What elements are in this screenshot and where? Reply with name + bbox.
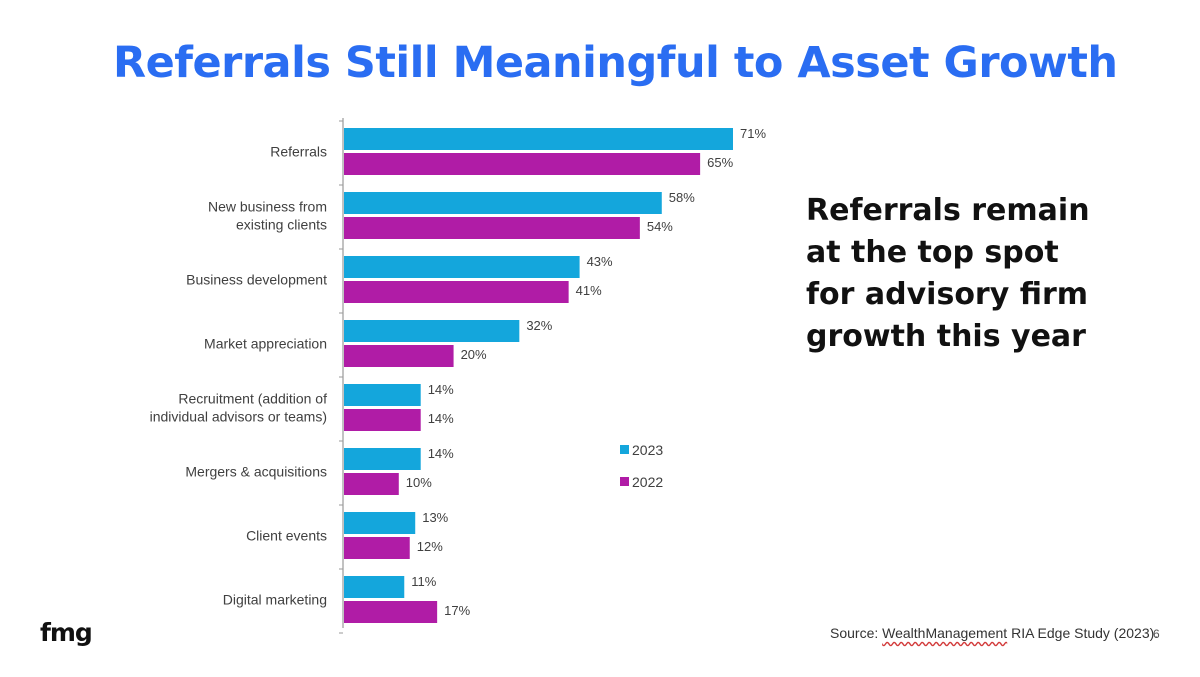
bar-2023: [344, 192, 662, 214]
data-label-2022: 17%: [444, 603, 470, 618]
source-link-text: WealthManagement: [882, 625, 1008, 641]
bar-2023: [344, 448, 421, 470]
data-label-2023: 14%: [428, 382, 454, 397]
source-prefix: Source:: [830, 625, 883, 641]
bar-2023: [344, 512, 416, 534]
bar-2022: [344, 281, 569, 303]
bar-2022: [344, 217, 640, 239]
bar-chart: Referrals 71% 65% New business from existing…: [150, 118, 766, 634]
page-number: 6: [1153, 627, 1160, 641]
category-label: New business from existing clients: [208, 199, 327, 233]
bar-2023: [344, 320, 520, 342]
bar-2023: [344, 576, 405, 598]
bar-2022: [344, 345, 454, 367]
category-label: Digital marketing: [223, 592, 327, 608]
data-label-2022: 10%: [406, 475, 432, 490]
category-label: Referrals: [270, 144, 327, 160]
data-label-2023: 13%: [422, 510, 448, 525]
legend-label-2022: 2022: [632, 474, 663, 490]
data-label-2023: 58%: [669, 190, 695, 205]
data-label-2023: 43%: [587, 254, 613, 269]
data-label-2022: 12%: [417, 539, 443, 554]
data-label-2022: 20%: [461, 347, 487, 362]
fmg-logo: fmg: [40, 618, 93, 647]
source-note: Source: WealthManagement RIA Edge Study …: [830, 625, 1158, 641]
bar-2023: [344, 384, 421, 406]
data-label-2022: 65%: [707, 155, 733, 170]
data-label-2022: 14%: [428, 411, 454, 426]
data-label-2023: 14%: [428, 446, 454, 461]
data-label-2022: 54%: [647, 219, 673, 234]
data-label-2023: 11%: [411, 574, 436, 589]
legend-swatch-2023: [620, 445, 629, 454]
category-label: Business development: [186, 272, 327, 288]
callout-text: Referrals remain at the top spot for adv…: [806, 193, 1090, 354]
category-label: Recruitment (addition of individual advis…: [150, 391, 328, 425]
bar-2022: [344, 601, 438, 623]
bar-2022: [344, 537, 410, 559]
bar-2023: [344, 128, 733, 150]
category-label: Client events: [246, 528, 327, 544]
category-label: Market appreciation: [204, 336, 327, 352]
data-label-2023: 71%: [740, 126, 766, 141]
bar-2023: [344, 256, 580, 278]
bar-2022: [344, 473, 399, 495]
bar-2022: [344, 409, 421, 431]
bar-2022: [344, 153, 701, 175]
category-label: Mergers & acquisitions: [185, 464, 327, 480]
legend-swatch-2022: [620, 477, 629, 486]
legend-label-2023: 2023: [632, 442, 663, 458]
data-label-2023: 32%: [526, 318, 552, 333]
source-suffix: RIA Edge Study (2023).: [1007, 625, 1159, 641]
slide-title: Referrals Still Meaningful to Asset Grow…: [113, 38, 1118, 88]
data-label-2022: 41%: [576, 283, 602, 298]
